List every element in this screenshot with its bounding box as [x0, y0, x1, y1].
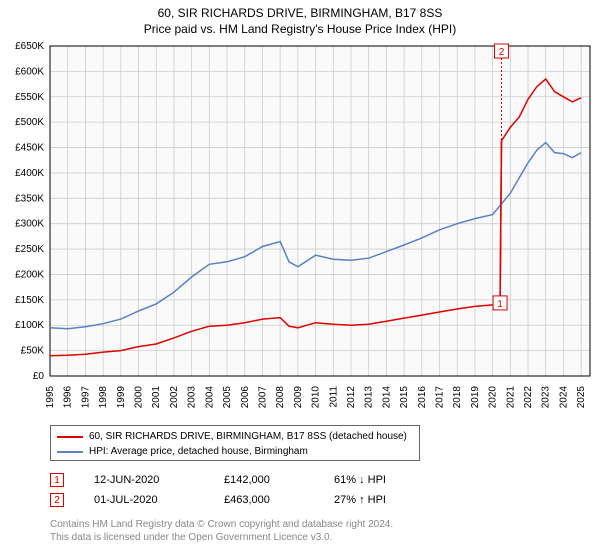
svg-text:2025: 2025	[576, 386, 587, 409]
svg-text:2007: 2007	[257, 386, 268, 409]
svg-text:2006: 2006	[240, 386, 251, 409]
svg-text:2005: 2005	[222, 386, 233, 409]
svg-text:1996: 1996	[63, 386, 74, 409]
svg-text:£200K: £200K	[15, 269, 44, 280]
svg-text:2012: 2012	[346, 386, 357, 409]
chart-svg: £0£50K£100K£150K£200K£250K£300K£350K£400…	[50, 46, 590, 376]
svg-text:£500K: £500K	[15, 117, 44, 128]
svg-text:2002: 2002	[169, 386, 180, 409]
transaction-row: 2 01-JUL-2020 £463,000 27% ↑ HPI	[50, 490, 570, 510]
svg-text:2003: 2003	[187, 386, 198, 409]
legend: 60, SIR RICHARDS DRIVE, BIRMINGHAM, B17 …	[50, 425, 420, 461]
svg-text:£600K: £600K	[15, 66, 44, 77]
legend-label: HPI: Average price, detached house, Birm…	[89, 446, 308, 457]
transaction-row: 1 12-JUN-2020 £142,000 61% ↓ HPI	[50, 470, 570, 490]
svg-text:2000: 2000	[134, 386, 145, 409]
svg-text:1999: 1999	[116, 386, 127, 409]
svg-text:£50K: £50K	[21, 346, 45, 357]
legend-swatch	[57, 436, 83, 438]
tx-price: £142,000	[224, 474, 304, 486]
plot-area: £0£50K£100K£150K£200K£250K£300K£350K£400…	[50, 46, 590, 376]
svg-text:2009: 2009	[293, 386, 304, 409]
svg-text:£0: £0	[33, 371, 45, 382]
svg-text:£100K: £100K	[15, 320, 44, 331]
svg-text:2019: 2019	[470, 386, 481, 409]
tx-hpi: 27% ↑ HPI	[334, 494, 434, 506]
svg-text:2013: 2013	[364, 386, 375, 409]
svg-text:2001: 2001	[151, 386, 162, 409]
svg-text:£400K: £400K	[15, 168, 44, 179]
tx-hpi: 61% ↓ HPI	[334, 474, 434, 486]
tx-date: 12-JUN-2020	[94, 474, 194, 486]
tx-price: £463,000	[224, 494, 304, 506]
svg-text:£250K: £250K	[15, 244, 44, 255]
svg-text:2024: 2024	[558, 386, 569, 409]
legend-label: 60, SIR RICHARDS DRIVE, BIRMINGHAM, B17 …	[89, 431, 407, 442]
tx-date: 01-JUL-2020	[94, 494, 194, 506]
svg-text:2017: 2017	[435, 386, 446, 409]
svg-text:2016: 2016	[417, 386, 428, 409]
svg-text:2010: 2010	[311, 386, 322, 409]
svg-text:2014: 2014	[381, 386, 392, 409]
footer-line: This data is licensed under the Open Gov…	[50, 531, 393, 544]
chart-title: 60, SIR RICHARDS DRIVE, BIRMINGHAM, B17 …	[0, 6, 600, 20]
legend-item: HPI: Average price, detached house, Birm…	[57, 444, 413, 459]
svg-text:2011: 2011	[328, 386, 339, 408]
legend-swatch	[57, 451, 83, 453]
svg-text:1998: 1998	[98, 386, 109, 409]
svg-text:2008: 2008	[275, 386, 286, 409]
footer: Contains HM Land Registry data © Crown c…	[50, 518, 393, 544]
svg-text:1997: 1997	[80, 386, 91, 409]
svg-text:£300K: £300K	[15, 219, 44, 230]
svg-text:2015: 2015	[399, 386, 410, 409]
svg-text:2021: 2021	[505, 386, 516, 409]
chart-container: 60, SIR RICHARDS DRIVE, BIRMINGHAM, B17 …	[0, 0, 600, 560]
svg-text:2: 2	[499, 47, 505, 58]
svg-text:1995: 1995	[45, 386, 56, 409]
svg-text:2018: 2018	[452, 386, 463, 409]
svg-text:2020: 2020	[488, 386, 499, 409]
svg-text:2022: 2022	[523, 386, 534, 409]
tx-marker-icon: 2	[50, 493, 64, 507]
svg-text:£150K: £150K	[15, 295, 44, 306]
svg-text:£350K: £350K	[15, 193, 44, 204]
svg-text:1: 1	[497, 299, 503, 310]
svg-text:£550K: £550K	[15, 92, 44, 103]
transactions: 1 12-JUN-2020 £142,000 61% ↓ HPI 2 01-JU…	[50, 470, 570, 510]
chart-subtitle: Price paid vs. HM Land Registry's House …	[0, 22, 600, 36]
chart-titles: 60, SIR RICHARDS DRIVE, BIRMINGHAM, B17 …	[0, 0, 600, 36]
svg-text:£650K: £650K	[15, 41, 44, 52]
tx-marker-icon: 1	[50, 473, 64, 487]
svg-text:2023: 2023	[541, 386, 552, 409]
svg-text:2004: 2004	[204, 386, 215, 409]
svg-text:£450K: £450K	[15, 143, 44, 154]
footer-line: Contains HM Land Registry data © Crown c…	[50, 518, 393, 531]
legend-item: 60, SIR RICHARDS DRIVE, BIRMINGHAM, B17 …	[57, 429, 413, 444]
